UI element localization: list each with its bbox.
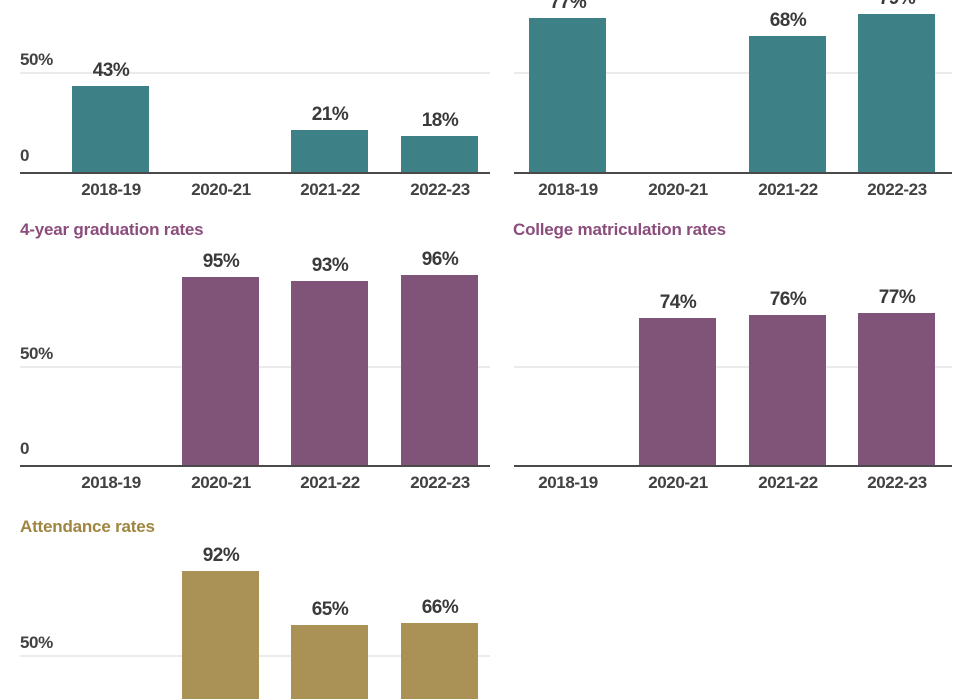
- x-tick-label: 2018-19: [81, 473, 141, 492]
- chart-title-graduation-rates: 4-year graduation rates: [20, 220, 204, 239]
- gridline-50pct: [514, 72, 952, 74]
- chart-title-college-matriculation-rates: College matriculation rates: [513, 220, 726, 239]
- x-tick-label: 2022-23: [410, 473, 470, 492]
- bar-2020-21: [639, 318, 716, 465]
- bar-value-label: 77%: [549, 0, 587, 13]
- y-tick-label: 50%: [20, 50, 53, 69]
- bar-2021-22: [749, 36, 826, 172]
- x-tick-label: 2020-21: [648, 180, 708, 199]
- x-tick-label: 2022-23: [410, 180, 470, 199]
- x-tick-label: 2018-19: [538, 473, 598, 492]
- gridline-50pct: [20, 72, 490, 74]
- bar-2021-22: [291, 130, 368, 172]
- y-tick-label: 50%: [20, 633, 53, 652]
- x-tick-label: 2018-19: [538, 180, 598, 199]
- bar-2022-23: [401, 136, 478, 172]
- x-tick-label: 2022-23: [867, 473, 927, 492]
- bar-2021-22: [291, 281, 368, 465]
- bar-value-label: 77%: [878, 287, 916, 308]
- y-tick-label: 50%: [20, 344, 53, 363]
- bar-2021-22: [749, 315, 826, 465]
- x-tick-label: 2020-21: [648, 473, 708, 492]
- bar-2018-19: [72, 86, 149, 172]
- bar-2020-21: [182, 277, 259, 465]
- x-tick-label: 2018-19: [81, 180, 141, 199]
- x-axis-line: [20, 465, 490, 467]
- bar-value-label: 68%: [769, 10, 807, 31]
- bar-2018-19: [529, 18, 606, 172]
- bar-2021-22: [291, 625, 368, 699]
- bar-2020-21: [182, 571, 259, 699]
- bar-value-label: 92%: [202, 545, 240, 566]
- chart-title-attendance-rates: Attendance rates: [20, 517, 155, 536]
- x-tick-label: 2021-22: [758, 473, 818, 492]
- bar-2022-23: [401, 275, 478, 465]
- bar-value-label: 66%: [421, 597, 459, 618]
- x-tick-label: 2021-22: [300, 180, 360, 199]
- gridline-50pct: [514, 366, 952, 368]
- bar-value-label: 95%: [202, 251, 240, 272]
- x-tick-label: 2020-21: [191, 180, 251, 199]
- bar-2022-23: [858, 14, 935, 172]
- x-axis-line: [20, 172, 490, 174]
- y-tick-label: 0: [20, 146, 30, 165]
- bar-value-label: 65%: [311, 599, 349, 620]
- bar-value-label: 93%: [311, 255, 349, 276]
- x-tick-label: 2021-22: [300, 473, 360, 492]
- x-tick-label: 2022-23: [867, 180, 927, 199]
- bar-2022-23: [401, 623, 478, 699]
- bar-value-label: 43%: [92, 60, 130, 81]
- x-axis-line: [514, 172, 952, 174]
- x-tick-label: 2021-22: [758, 180, 818, 199]
- bar-value-label: 18%: [421, 110, 459, 131]
- bar-value-label: 74%: [659, 292, 697, 313]
- x-axis-line: [514, 465, 952, 467]
- bar-value-label: 21%: [311, 104, 349, 125]
- bar-2022-23: [858, 313, 935, 465]
- bar-value-label: 96%: [421, 249, 459, 270]
- x-tick-label: 2020-21: [191, 473, 251, 492]
- y-tick-label: 0: [20, 439, 30, 458]
- bar-value-label: 76%: [769, 289, 807, 310]
- bar-value-label: 79%: [879, 0, 916, 10]
